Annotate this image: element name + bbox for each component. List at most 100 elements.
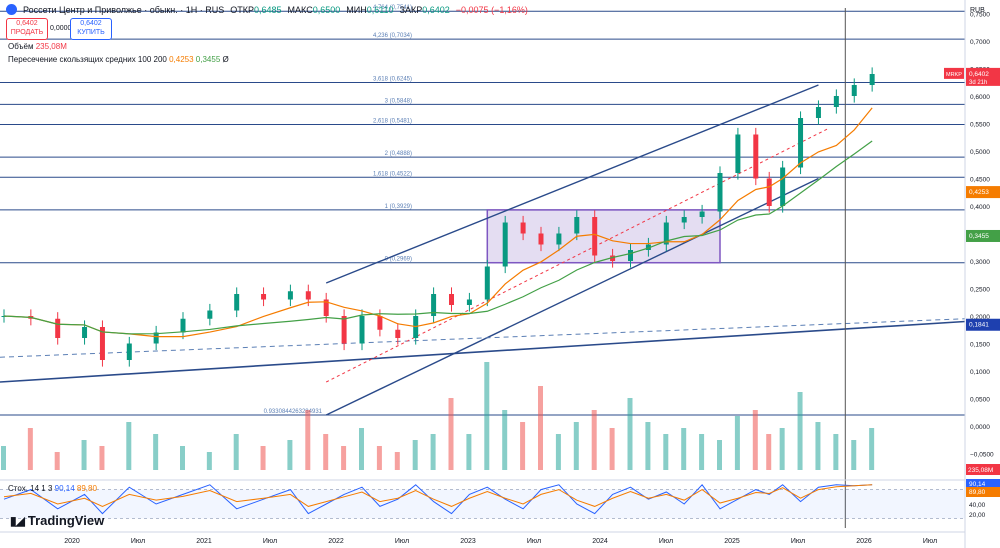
time-tick-9: Июл [659, 538, 673, 545]
volume-bar-23 [502, 410, 508, 470]
candle-body-15 [359, 316, 365, 344]
volume-bar-7 [180, 446, 185, 470]
candle-body-38 [766, 178, 772, 206]
volume-bar-11 [287, 440, 293, 470]
time-tick-8: 2024 [592, 538, 608, 545]
spread-value: 0,0000 [50, 25, 72, 32]
volume-bar-24 [520, 422, 526, 470]
price-tick-14: 0,0500 [970, 397, 990, 404]
candle-body-12 [305, 291, 311, 300]
ohlc-open: ОТКР0,6485 [230, 4, 282, 15]
time-tick-5: Июл [395, 538, 409, 545]
time-tick-13: Июл [923, 538, 937, 545]
time-tick-4: 2022 [328, 538, 344, 545]
volume-bar-36 [734, 416, 740, 470]
time-tick-6: 2023 [460, 538, 476, 545]
volume-bar-16 [376, 446, 382, 470]
volume-bar-42 [833, 434, 839, 470]
stoch-legend[interactable]: Стох, 14 1 3 90,14 89,80 [8, 484, 97, 493]
fib-label-3: 3 (0,5848) [385, 98, 412, 104]
volume-bar-25 [538, 386, 543, 470]
volume-legend[interactable]: Объём 235,08M [8, 42, 67, 51]
candle-body-9 [234, 294, 240, 311]
candle-body-21 [466, 299, 472, 305]
fib-label-5: 2 (0,4888) [385, 151, 412, 157]
volume-bar-12 [305, 410, 311, 470]
volume-bar-43 [851, 440, 857, 470]
candle-body-5 [126, 343, 132, 360]
volume-bar-37 [752, 410, 758, 470]
volume-bar-9 [233, 434, 239, 470]
candle-body-6 [153, 332, 159, 344]
buy-button[interactable]: 0,6402 КУПИТЬ [70, 18, 112, 40]
candle-body-26 [556, 233, 562, 245]
volume-bar-14 [341, 446, 347, 470]
candle-body-39 [780, 167, 786, 206]
price-tick-10: 0,2500 [970, 287, 990, 294]
price-tick-16: −0,0500 [970, 452, 994, 459]
candle-body-43 [851, 85, 857, 96]
symbol-tag-bg [944, 67, 964, 79]
stoch-tag-bg-0 [966, 479, 1000, 489]
symbol-title[interactable]: Россети Центр и Приволжье · обыкн. · 1Н … [23, 4, 225, 15]
price-tick-11: 0,2000 [970, 314, 990, 321]
candle-body-7 [180, 318, 186, 333]
ohlc-close: ЗАКР0,6402 [399, 4, 450, 15]
ma-cross-legend[interactable]: Пересечение скользящих средних 100 200 0… [8, 55, 229, 64]
volume-bar-21 [466, 434, 472, 470]
candle-body-8 [207, 310, 213, 319]
volume-bar-22 [484, 362, 490, 470]
ohlc-high: МАКС0,6500 [287, 4, 341, 15]
volume-bar-20 [448, 398, 454, 470]
candle-body-36 [735, 134, 741, 173]
stoch-tag-1: 89,80 [969, 489, 986, 496]
volume-bar-26 [555, 434, 561, 470]
time-tick-7: Июл [527, 538, 541, 545]
volume-bar-15 [359, 428, 364, 470]
long-trend-line [0, 320, 966, 383]
volume-bar-1 [27, 428, 33, 470]
candle-body-34 [699, 211, 705, 217]
stoch-band [0, 489, 965, 519]
volume-bar-5 [126, 422, 132, 470]
candle-body-41 [815, 107, 821, 118]
candle-body-3 [82, 327, 88, 338]
price-tick-12: 0,1500 [970, 342, 990, 349]
sell-button[interactable]: 0,6402 ПРОДАТЬ [6, 18, 48, 40]
ma-200-line [3, 140, 873, 335]
volume-bar-27 [573, 422, 579, 470]
fib-label-4: 2,618 (0,5481) [373, 119, 412, 125]
tradingview-mark-icon: ▮◢ [10, 513, 25, 528]
volume-bar-19 [430, 434, 436, 470]
volume-bar-39 [779, 428, 785, 470]
volume-bar-3 [81, 440, 87, 470]
volume-tag: 235,08M [968, 467, 993, 474]
volume-bar-4 [99, 446, 105, 470]
stoch-k-line [3, 484, 873, 515]
price-tick-15: 0,0000 [970, 424, 990, 431]
chart-header: Россети Центр и Приволжье · обыкн. · 1Н … [6, 4, 528, 15]
ohlc-change: −0,0075 (−1,16%) [455, 4, 528, 15]
price-tag-2: 0,3455 [969, 233, 989, 240]
price-tick-1: 0,7000 [970, 39, 990, 46]
fib-label-9: 0.9330844263284931 [264, 409, 323, 415]
volume-bar-0 [1, 446, 6, 470]
price-tick-5: 0,5000 [970, 149, 990, 156]
candle-body-11 [287, 291, 293, 300]
price-tag-0: 0,6402 [969, 71, 989, 78]
fib-label-0: 4,764 (0,7541) [373, 5, 412, 11]
volume-bars [1, 362, 875, 470]
volume-bar-32 [663, 434, 669, 470]
time-tick-3: Июл [263, 538, 277, 545]
volume-bar-10 [260, 446, 266, 470]
volume-bar-8 [206, 452, 212, 470]
stoch-tag-3: 20,00 [969, 512, 986, 519]
volume-bar-28 [591, 410, 597, 470]
volume-bar-13 [323, 434, 329, 470]
stoch-d-line [3, 484, 873, 507]
candle-body-35 [717, 173, 723, 212]
time-tick-10: 2025 [724, 538, 740, 545]
volume-bar-41 [815, 422, 821, 470]
channel-upper [325, 84, 819, 284]
